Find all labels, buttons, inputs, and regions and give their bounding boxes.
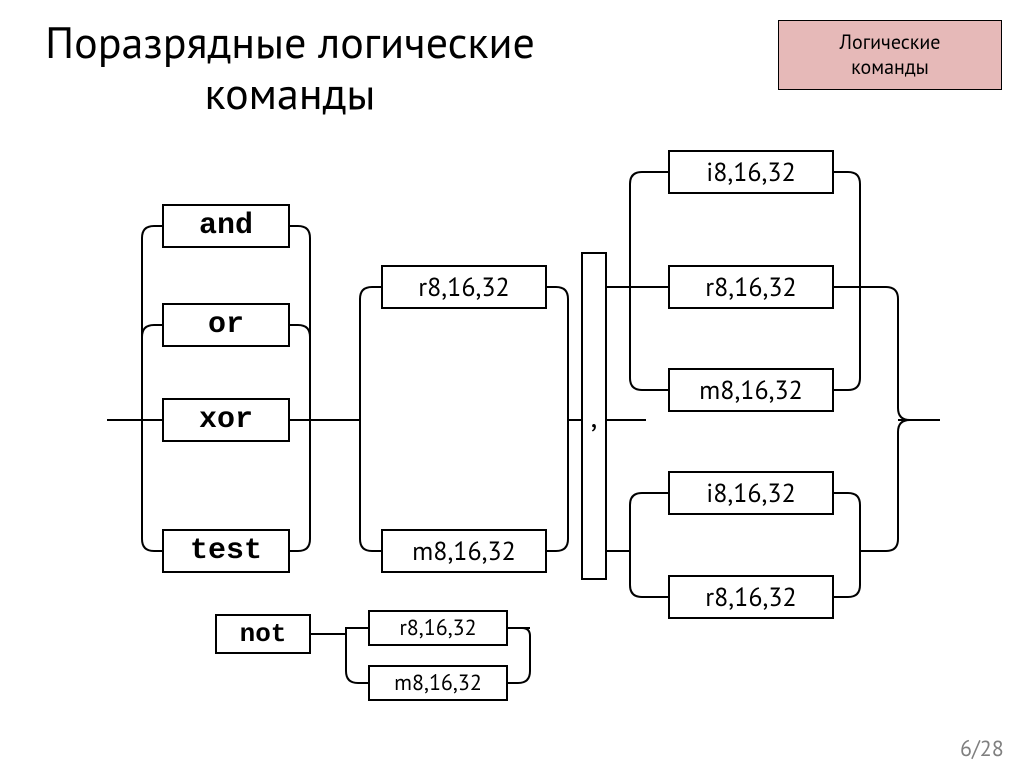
badge-line1: Логические	[840, 30, 941, 55]
op-xor: xor	[162, 398, 290, 442]
arg-i-top: i8,16,32	[668, 150, 834, 194]
arg-r-left: r8,16,32	[381, 265, 547, 309]
badge-line2: команды	[851, 55, 929, 80]
arg-r-bot: r8,16,32	[668, 575, 834, 619]
comma-node: ,	[581, 252, 607, 580]
not-arg-m: m8,16,32	[368, 665, 508, 701]
not-arg-r: r8,16,32	[368, 610, 508, 646]
category-badge: Логические команды	[778, 20, 1002, 90]
op-not: not	[215, 614, 311, 654]
page-number: 6/28	[960, 735, 1004, 763]
op-or: or	[162, 303, 290, 347]
op-and: and	[162, 204, 290, 248]
title-text: Поразрядные логические команды	[45, 14, 535, 122]
arg-i-bot: i8,16,32	[668, 471, 834, 515]
arg-m-mid: m8,16,32	[668, 368, 834, 412]
op-test: test	[162, 529, 290, 573]
arg-m-left: m8,16,32	[381, 529, 547, 573]
arg-r-top: r8,16,32	[668, 265, 834, 309]
slide-title: Поразрядные логические команды	[30, 18, 550, 119]
